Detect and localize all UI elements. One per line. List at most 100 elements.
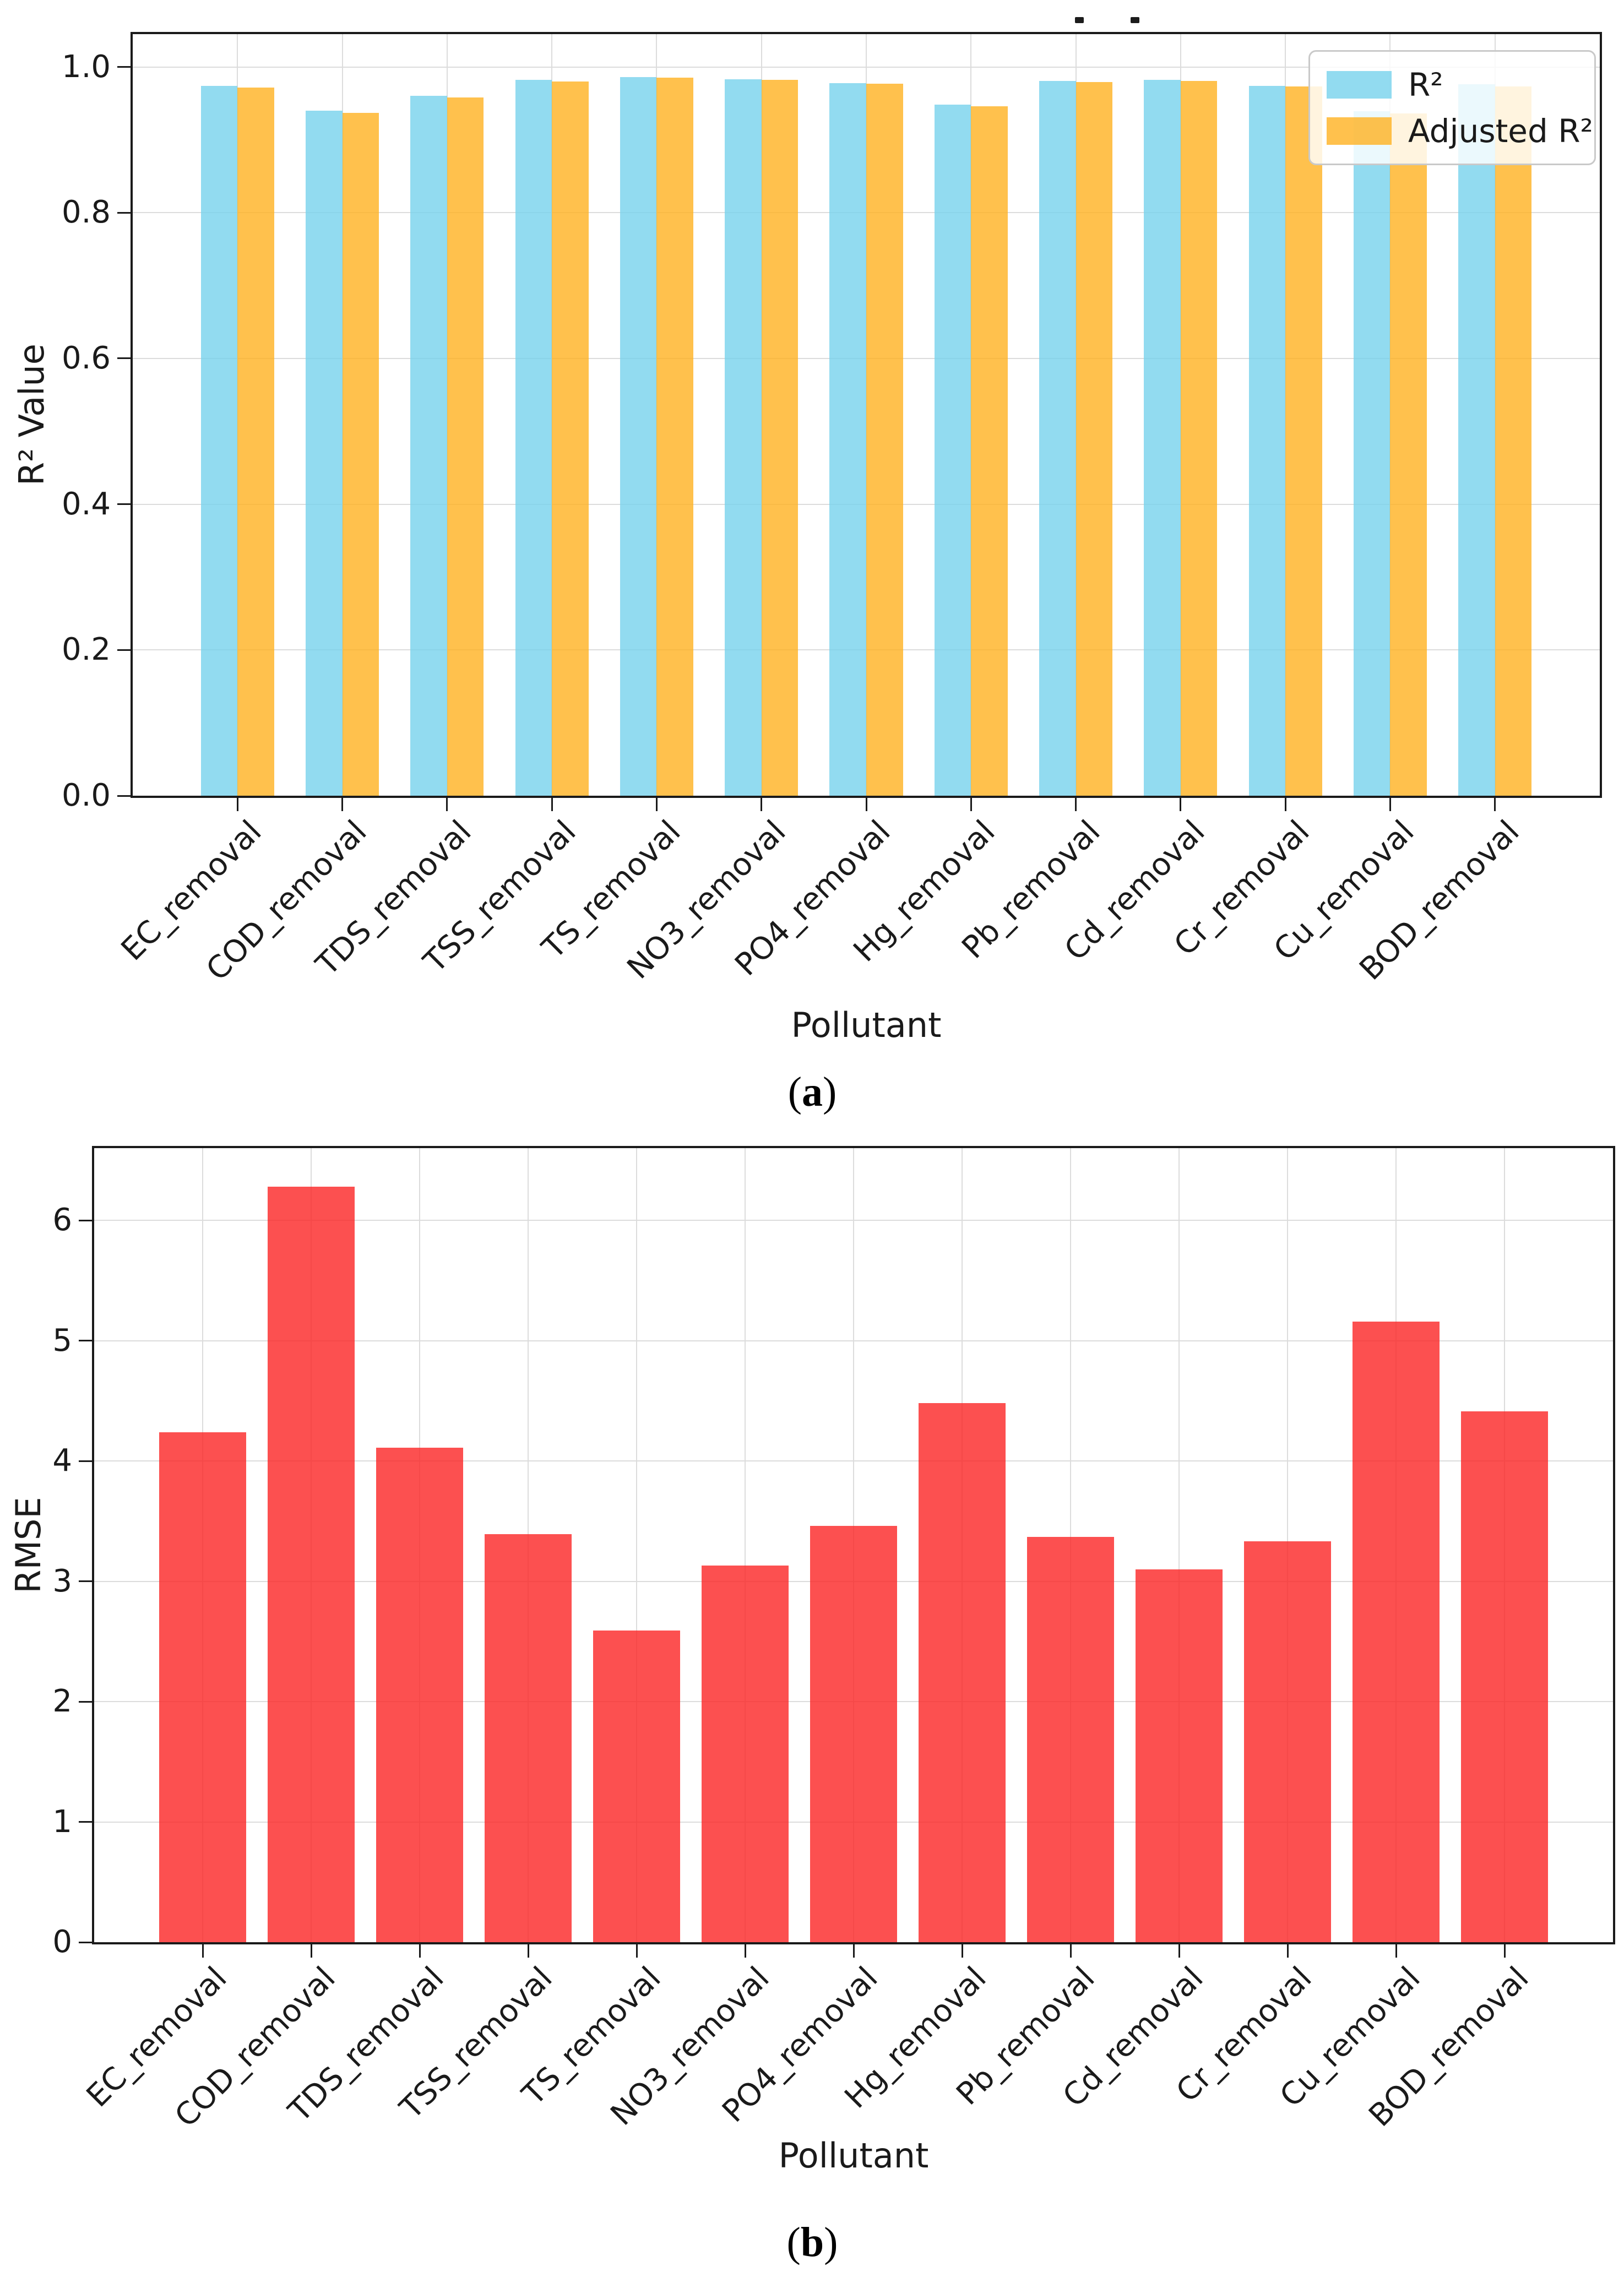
gridline-vertical bbox=[636, 1148, 637, 1942]
bar-RMSE-TS_removal bbox=[593, 1631, 680, 1942]
x-axis-label-a: Pollutant bbox=[791, 1005, 942, 1045]
y-tick-mark bbox=[79, 1219, 92, 1221]
x-tick-mark bbox=[202, 1944, 204, 1958]
panel-label-b: (b) bbox=[786, 2219, 838, 2265]
y-tick-label: 0.0 bbox=[61, 778, 111, 813]
x-tick-mark bbox=[1395, 1944, 1397, 1958]
x-tick-mark bbox=[527, 1944, 529, 1958]
bar-RMSE-COD_removal bbox=[268, 1186, 355, 1942]
legend-entry-adjusted-r2: Adjusted R² bbox=[1327, 114, 1593, 148]
bar-R²-NO3_removal bbox=[725, 79, 762, 796]
bar-R²-BOD_removal bbox=[1458, 84, 1495, 796]
x-tick-mark bbox=[636, 1944, 638, 1958]
x-tick-mark bbox=[310, 1944, 312, 1958]
y-tick-label: 1.0 bbox=[61, 48, 111, 85]
x-tick-mark bbox=[1284, 798, 1286, 811]
bar-Adjusted R²-TDS_removal bbox=[447, 97, 484, 796]
x-tick-mark bbox=[761, 798, 763, 811]
bar-Adjusted R²-Cu_removal bbox=[1390, 113, 1427, 796]
y-tick-mark bbox=[117, 649, 131, 651]
bar-R²-Cu_removal bbox=[1353, 111, 1391, 796]
bar-RMSE-PO4_removal bbox=[810, 1526, 897, 1942]
x-tick-mark bbox=[1180, 798, 1182, 811]
x-tick-mark bbox=[970, 798, 972, 811]
bar-R²-Hg_removal bbox=[934, 105, 971, 796]
bar-RMSE-Cd_removal bbox=[1136, 1569, 1223, 1942]
x-tick-mark bbox=[1286, 1944, 1289, 1958]
bar-Adjusted R²-TS_removal bbox=[656, 78, 694, 796]
bar-Adjusted R²-Pb_removal bbox=[1076, 82, 1113, 796]
bar-RMSE-TSS_removal bbox=[485, 1534, 572, 1942]
bar-Adjusted R²-NO3_removal bbox=[761, 80, 799, 796]
bar-R²-Cr_removal bbox=[1248, 85, 1286, 796]
bar-R²-TSS_removal bbox=[515, 80, 552, 796]
bar-RMSE-Cu_removal bbox=[1353, 1321, 1440, 1942]
x-tick-mark bbox=[419, 1944, 421, 1958]
x-tick-mark bbox=[1389, 798, 1391, 811]
y-tick-label: 0.2 bbox=[61, 632, 111, 668]
bar-R²-TDS_removal bbox=[410, 96, 447, 796]
y-tick-label: 0 bbox=[52, 1924, 72, 1960]
panel-label-a: (a) bbox=[787, 1069, 837, 1115]
bar-RMSE-EC_removal bbox=[159, 1432, 246, 1942]
y-tick-mark bbox=[117, 211, 131, 214]
x-tick-mark bbox=[236, 798, 238, 811]
y-tick-label: 4 bbox=[52, 1443, 72, 1479]
y-tick-mark bbox=[79, 1941, 92, 1943]
bar-Adjusted R²-COD_removal bbox=[342, 112, 379, 796]
y-tick-mark bbox=[79, 1700, 92, 1703]
cropped-title-fragment bbox=[1131, 17, 1139, 23]
x-tick-mark bbox=[1069, 1944, 1072, 1958]
bar-R²-TS_removal bbox=[620, 77, 657, 796]
bar-RMSE-BOD_removal bbox=[1461, 1411, 1548, 1942]
y-tick-mark bbox=[79, 1340, 92, 1342]
chart-b-plot-area bbox=[92, 1146, 1615, 1944]
x-tick-mark bbox=[446, 798, 448, 811]
bar-RMSE-Cr_removal bbox=[1244, 1541, 1331, 1942]
bar-RMSE-TDS_removal bbox=[376, 1448, 463, 1942]
legend: R² Adjusted R² bbox=[1308, 50, 1596, 165]
y-tick-mark bbox=[79, 1580, 92, 1583]
y-tick-label: 2 bbox=[52, 1683, 72, 1720]
x-tick-mark bbox=[1503, 1944, 1506, 1958]
bar-Adjusted R²-TSS_removal bbox=[552, 81, 589, 796]
bar-Adjusted R²-Hg_removal bbox=[971, 106, 1008, 796]
y-tick-mark bbox=[117, 795, 131, 797]
x-tick-mark bbox=[1075, 798, 1077, 811]
y-axis-label-a: R² Value bbox=[12, 344, 52, 486]
x-tick-mark bbox=[1178, 1944, 1180, 1958]
y-tick-mark bbox=[117, 66, 131, 68]
legend-label-r2: R² bbox=[1408, 66, 1443, 104]
bar-R²-EC_removal bbox=[200, 85, 238, 796]
bar-Adjusted R²-Cr_removal bbox=[1285, 86, 1322, 796]
cropped-title-fragment bbox=[1075, 17, 1084, 23]
legend-entry-r2: R² bbox=[1327, 68, 1578, 102]
legend-swatch-adjusted-r2 bbox=[1327, 117, 1392, 145]
x-axis-label-b: Pollutant bbox=[778, 2135, 929, 2176]
y-axis-label-b: RMSE bbox=[8, 1497, 48, 1594]
y-tick-mark bbox=[79, 1821, 92, 1823]
y-tick-label: 0.8 bbox=[61, 194, 111, 231]
bar-R²-Cd_removal bbox=[1144, 80, 1181, 796]
bar-RMSE-Pb_removal bbox=[1027, 1536, 1114, 1942]
x-tick-mark bbox=[655, 798, 658, 811]
x-tick-mark bbox=[865, 798, 867, 811]
x-tick-mark bbox=[744, 1944, 746, 1958]
bar-Adjusted R²-EC_removal bbox=[237, 87, 274, 796]
x-tick-mark bbox=[551, 798, 553, 811]
x-tick-mark bbox=[961, 1944, 963, 1958]
bar-RMSE-Hg_removal bbox=[919, 1403, 1006, 1942]
y-tick-label: 0.6 bbox=[61, 340, 111, 376]
legend-label-adjusted-r2: Adjusted R² bbox=[1408, 112, 1593, 150]
y-tick-label: 0.4 bbox=[61, 486, 111, 522]
y-tick-mark bbox=[117, 503, 131, 506]
y-tick-label: 3 bbox=[52, 1563, 72, 1599]
y-tick-label: 6 bbox=[52, 1202, 72, 1238]
bar-R²-PO4_removal bbox=[829, 83, 866, 796]
y-tick-label: 1 bbox=[52, 1803, 72, 1840]
bar-R²-Pb_removal bbox=[1039, 80, 1076, 796]
bar-Adjusted R²-PO4_removal bbox=[866, 83, 903, 796]
bar-Adjusted R²-BOD_removal bbox=[1495, 86, 1532, 796]
legend-swatch-r2 bbox=[1327, 70, 1392, 99]
